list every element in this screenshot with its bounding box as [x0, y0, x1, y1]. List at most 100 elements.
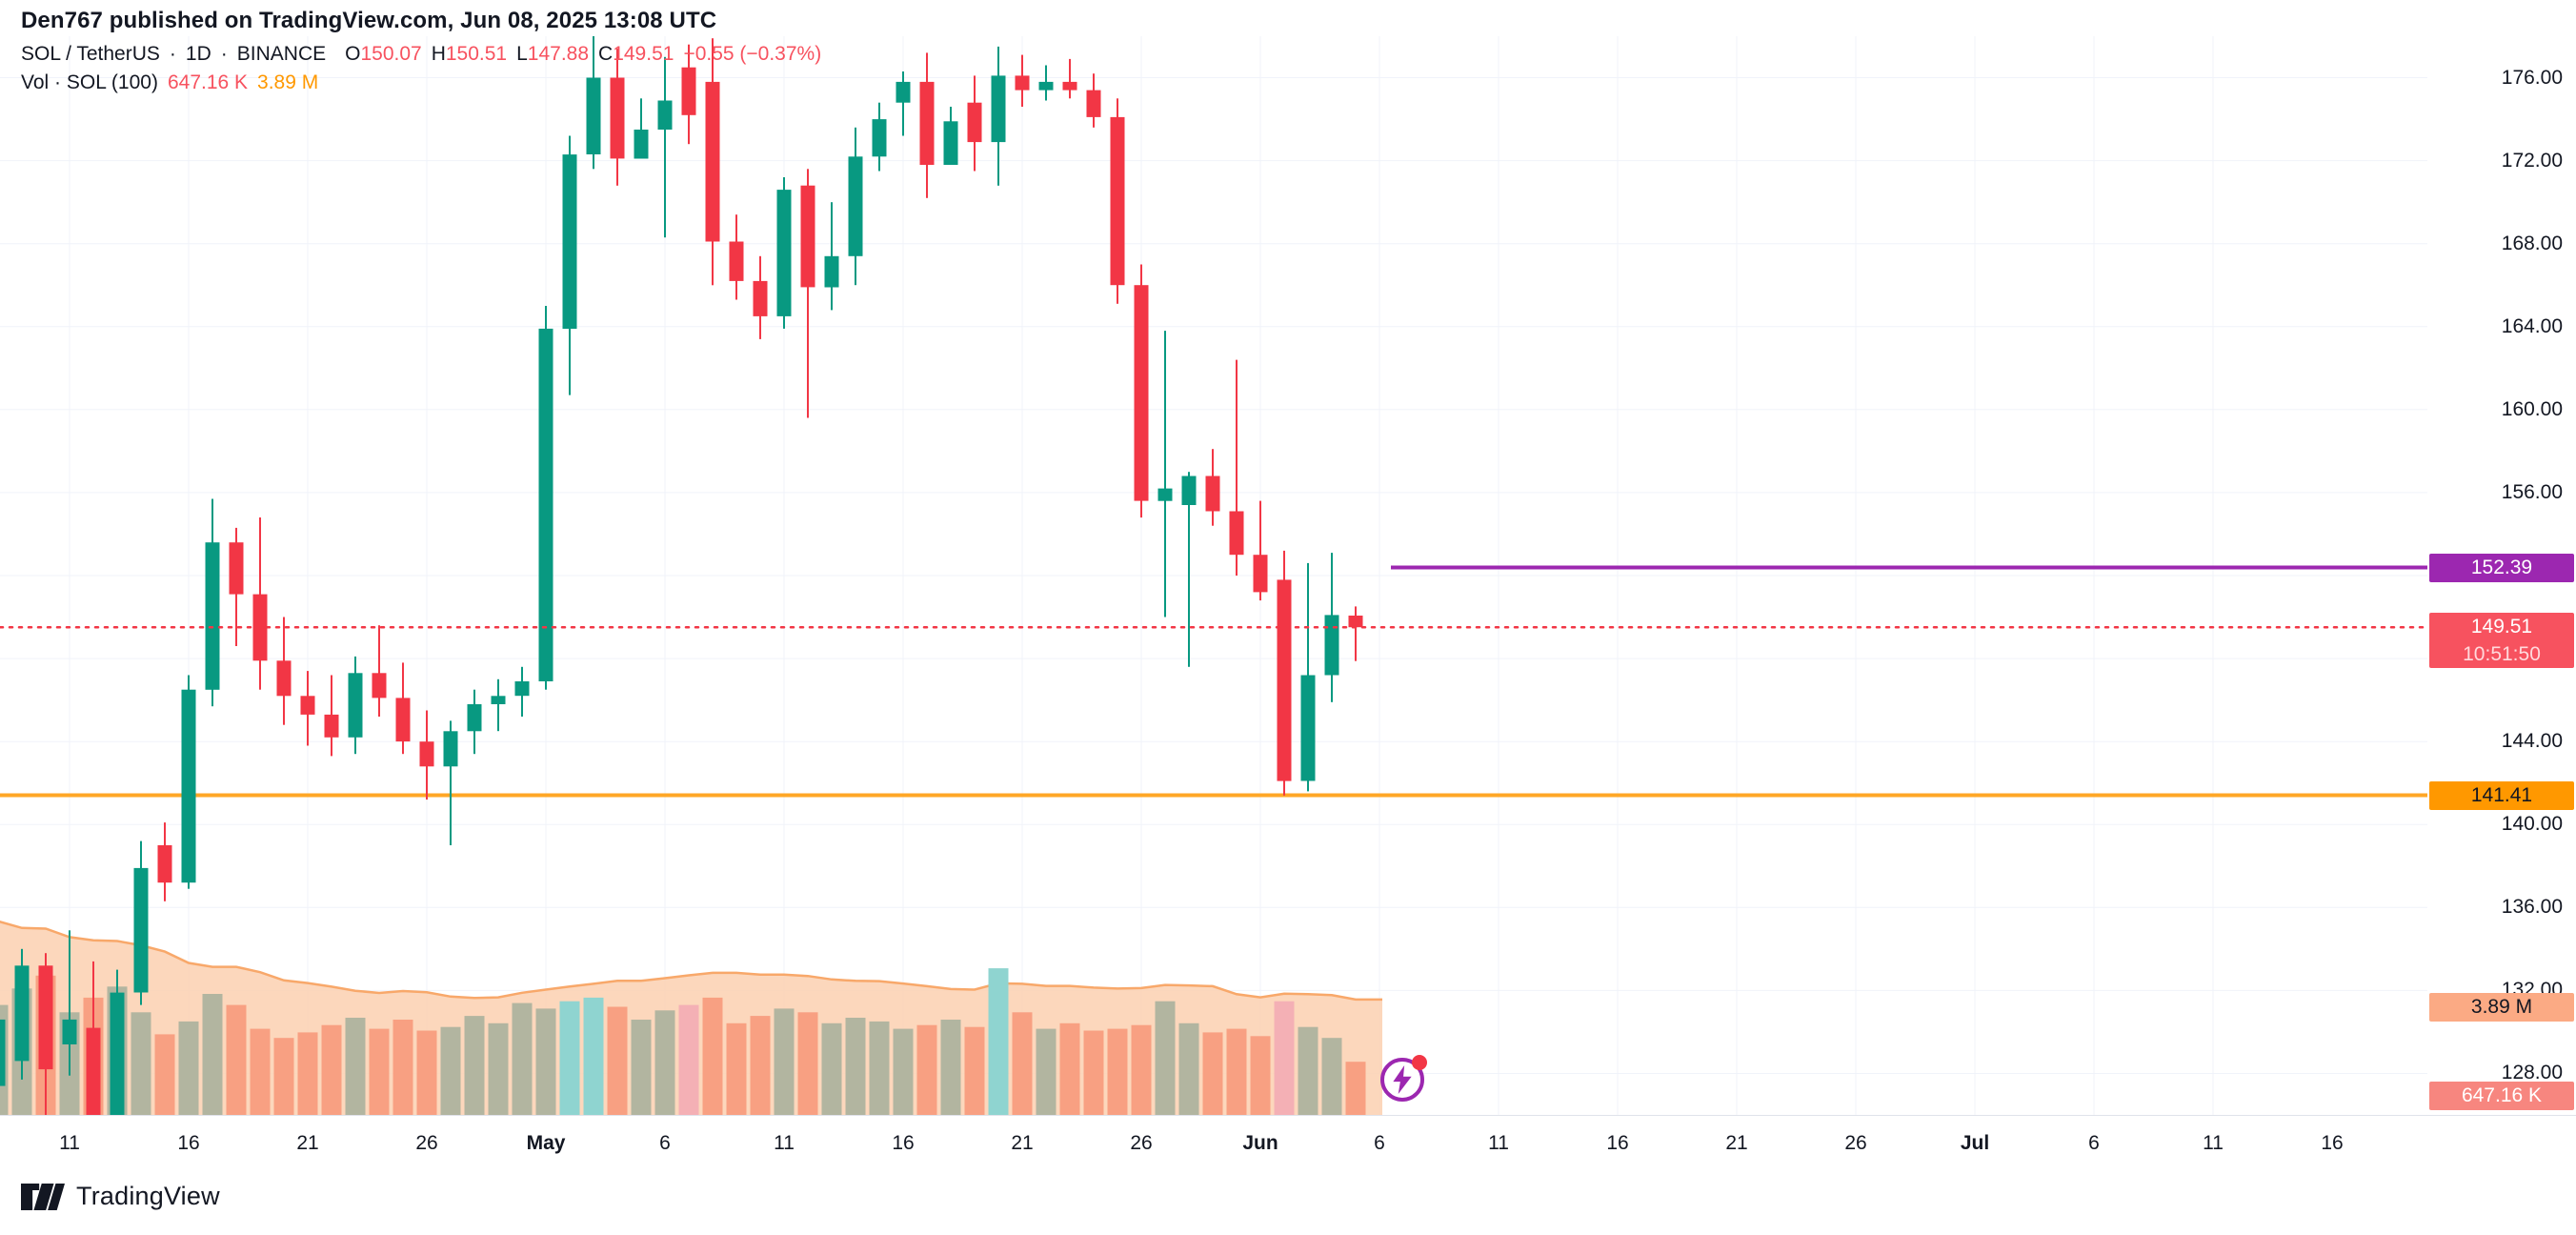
candle-body	[1134, 285, 1149, 501]
bar-countdown: 10:51:50	[2463, 643, 2541, 666]
volume-bar	[583, 997, 604, 1115]
price-tag-support[interactable]: 141.41	[2429, 780, 2574, 810]
candle-wick	[497, 678, 499, 732]
volume-bar	[1107, 1028, 1128, 1115]
price-axis-tick: 140.00	[2501, 813, 2563, 836]
candle-wick	[450, 720, 452, 845]
volume-bar	[1250, 1036, 1271, 1115]
volume-bar	[1202, 1032, 1223, 1115]
volume-bar	[131, 1012, 151, 1115]
volume-bar	[774, 1008, 795, 1115]
candle-body	[324, 714, 339, 738]
time-axis-tick: 11	[1488, 1132, 1509, 1154]
volume-bar	[1226, 1028, 1247, 1115]
candle-wick	[69, 930, 70, 1076]
volume-bar	[321, 1024, 342, 1115]
volume-bar	[273, 1038, 294, 1115]
alert-flash-icon[interactable]	[1380, 1055, 1427, 1102]
volume-bar	[440, 1026, 461, 1115]
volume-bar	[392, 1020, 413, 1115]
time-axis-tick: 16	[1606, 1132, 1629, 1154]
time-axis-tick: 11	[59, 1132, 80, 1154]
candle-wick	[640, 98, 642, 155]
price-tag-volume-last[interactable]: 647.16 K	[2429, 1082, 2574, 1111]
candle-body	[538, 328, 553, 681]
candle-body	[967, 102, 982, 143]
price-axis-tick: 176.00	[2501, 66, 2563, 89]
candle-wick	[1236, 359, 1238, 576]
time-axis-tick: 21	[1725, 1132, 1748, 1154]
volume-bar	[1083, 1030, 1104, 1115]
tradingview-wordmark: TradingView	[76, 1182, 220, 1210]
alert-notification-dot	[1412, 1055, 1427, 1070]
volume-bar	[821, 1022, 842, 1115]
volume-bar	[1345, 1062, 1366, 1115]
volume-bar	[726, 1022, 747, 1115]
candle-body	[1277, 579, 1292, 781]
candle-wick	[1188, 472, 1190, 667]
candle-body	[348, 673, 363, 738]
price-axis-tick: 144.00	[2501, 730, 2563, 753]
time-axis[interactable]: 11 16 21 26 May 6 11 16 21 26 Jun 6 11 16 21 26 Jul 6 11 16	[0, 1115, 2576, 1169]
chart-canvas[interactable]: SOL / TetherUS · 1D · BINANCE O150.07 H150.51 L…	[0, 36, 2427, 1115]
candle-body	[86, 1027, 101, 1115]
time-axis-tick: 26	[415, 1132, 438, 1154]
candle-body	[1324, 615, 1339, 676]
volume-bars	[0, 968, 1366, 1115]
time-axis-tick: 6	[1374, 1132, 1385, 1154]
volume-bar	[893, 1028, 914, 1115]
volume-bar	[369, 1028, 390, 1115]
candle-body	[943, 121, 958, 165]
volume-bar	[345, 1018, 366, 1115]
volume-bar	[226, 1004, 247, 1115]
chart-svg	[0, 36, 2427, 1115]
time-axis-tick: Jun	[1242, 1132, 1278, 1154]
candle-body	[14, 965, 30, 1062]
candle-body	[896, 81, 911, 103]
tradingview-logo[interactable]: TradingView	[21, 1182, 220, 1211]
volume-bar	[797, 1012, 818, 1115]
candle-body	[229, 542, 244, 595]
time-axis-tick: May	[526, 1132, 566, 1154]
candle-body	[1205, 476, 1220, 512]
volume-bar	[512, 1002, 533, 1115]
volume-bar	[702, 997, 723, 1115]
candle-body	[753, 280, 768, 316]
volume-bar	[1131, 1024, 1152, 1115]
candle-wick	[902, 71, 904, 136]
volume-bar	[250, 1028, 271, 1115]
candle-body	[0, 1019, 6, 1086]
volume-bar	[1155, 1001, 1176, 1115]
lightning-bolt-icon	[1393, 1065, 1412, 1094]
candle-body	[205, 542, 220, 690]
candle-body	[157, 845, 172, 883]
candle-body	[133, 867, 149, 993]
publisher-credit: Den767 published on TradingView.com, Jun…	[21, 8, 717, 33]
candle-wick	[807, 169, 809, 418]
volume-bar	[678, 1004, 699, 1115]
candle-body	[1015, 75, 1030, 91]
price-tag-resistance[interactable]: 152.39	[2429, 553, 2574, 582]
price-axis[interactable]: 176.00 172.00 168.00 164.00 160.00 156.00 144.…	[2427, 36, 2576, 1115]
candle-body	[1300, 675, 1316, 781]
time-axis-tick: 16	[2321, 1132, 2344, 1154]
price-axis-tick: 164.00	[2501, 314, 2563, 337]
price-axis-tick: 168.00	[2501, 232, 2563, 254]
candle-body	[919, 81, 935, 165]
time-axis-tick: 26	[1844, 1132, 1867, 1154]
candle-body	[1110, 116, 1125, 286]
candle-body	[610, 77, 625, 159]
time-axis-tick: 11	[774, 1132, 795, 1154]
price-tag-volume-ma[interactable]: 3.89 M	[2429, 992, 2574, 1022]
volume-bar	[654, 1010, 675, 1115]
price-tag-last-price[interactable]: 149.51 10:51:50	[2429, 613, 2574, 669]
volume-bar	[607, 1006, 628, 1115]
volume-bar	[631, 1020, 652, 1115]
volume-bar	[559, 1001, 580, 1115]
volume-bar	[1321, 1038, 1342, 1115]
last-price-value: 149.51	[2470, 616, 2533, 638]
volume-ma-line	[0, 921, 1382, 1002]
volume-bar	[1012, 1012, 1033, 1115]
candle-body	[776, 190, 792, 316]
volume-bar	[988, 968, 1009, 1115]
